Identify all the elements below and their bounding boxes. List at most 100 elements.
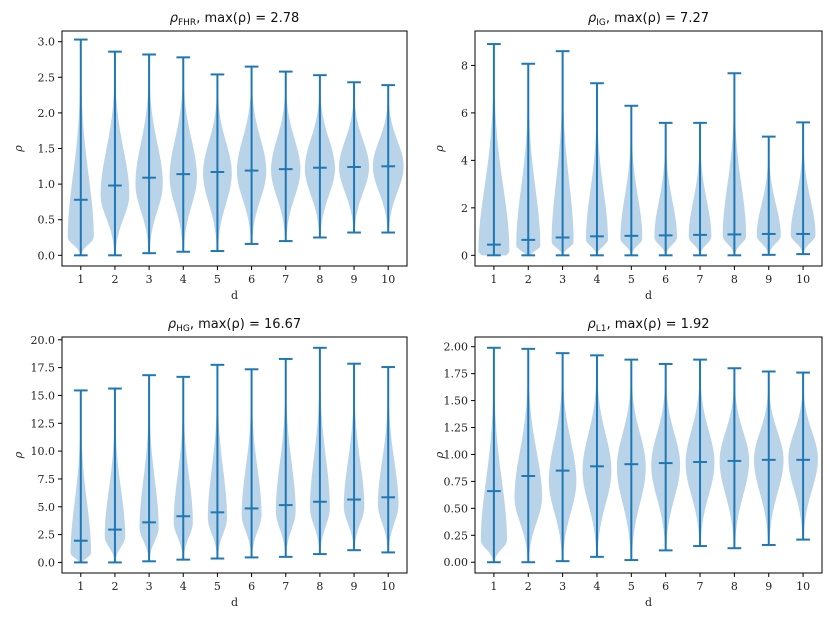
y-tick-label-9: 20.0 (31, 334, 56, 347)
y-tick-label-7: 3.0 (38, 36, 56, 49)
axes-frame (474, 336, 823, 574)
x-tick-label-10: 10 (796, 580, 810, 593)
chart-title: ρIG, max(ρ) = 7.27 (588, 11, 709, 28)
y-tick-label-2: 2.5 (38, 529, 56, 542)
title-subscript: HG (176, 324, 190, 334)
title-rest: , max(ρ) = 7.27 (606, 11, 709, 26)
title-subscript: L1 (596, 324, 607, 334)
y-tick-label-5: 10.0 (31, 445, 56, 458)
y-axis-label: ρ (12, 451, 25, 459)
x-tick-label-7: 7 (697, 580, 704, 593)
x-tick-label-4: 4 (180, 273, 187, 286)
x-tick-label-7: 7 (282, 580, 289, 593)
y-tick-label-8: 1.75 (444, 368, 469, 381)
x-tick-label-1: 1 (490, 580, 497, 593)
x-tick-label-3: 3 (146, 580, 153, 593)
y-tick-label-1: 0.0 (38, 249, 56, 262)
title-symbol: ρ (587, 317, 596, 332)
y-tick-label-4: 0.75 (444, 475, 469, 488)
y-axis-label: ρ (433, 145, 446, 153)
y-tick-label-8: 17.5 (31, 362, 56, 375)
x-tick-label-1: 1 (490, 273, 497, 286)
y-tick-label-9: 2.00 (444, 341, 469, 354)
y-tick-label-4: 7.5 (38, 473, 56, 486)
x-tick-label-3: 3 (559, 273, 566, 286)
x-tick-label-8: 8 (316, 273, 323, 286)
y-axis-label: ρ (433, 451, 446, 459)
x-tick-label-6: 6 (662, 580, 669, 593)
y-tick-label-4: 6 (461, 107, 468, 120)
x-tick-label-9: 9 (765, 580, 772, 593)
axes-frame (61, 336, 408, 574)
chart-panel-1: ρFHR, max(ρ) = 2.781 2 3 4 5 6 7 8 9 100.00.51.01… (12, 11, 408, 302)
x-tick-label-8: 8 (731, 580, 738, 593)
x-tick-label-6: 6 (662, 273, 669, 286)
x-tick-label-5: 5 (214, 273, 221, 286)
title-rest: , max(ρ) = 16.67 (190, 317, 301, 332)
y-tick-label-6: 12.5 (31, 417, 56, 430)
x-tick-label-3: 3 (146, 273, 153, 286)
y-tick-label-3: 4 (461, 154, 468, 167)
x-tick-label-4: 4 (593, 273, 600, 286)
y-tick-label-1: 0.0 (38, 556, 56, 569)
y-tick-label-7: 15.0 (31, 389, 56, 402)
y-tick-label-2: 2 (461, 202, 468, 215)
title-subscript: IG (596, 18, 606, 28)
title-subscript: FHR (178, 18, 196, 28)
title-symbol: ρ (170, 11, 179, 26)
x-tick-label-9: 9 (765, 273, 772, 286)
x-tick-label-3: 3 (559, 580, 566, 593)
y-tick-label-5: 8 (461, 59, 468, 72)
x-tick-label-5: 5 (628, 273, 635, 286)
title-rest: , max(ρ) = 1.92 (606, 317, 709, 332)
x-tick-label-10: 10 (381, 273, 395, 286)
y-tick-label-7: 1.50 (444, 395, 469, 408)
x-tick-label-2: 2 (525, 273, 532, 286)
y-tick-label-1: 0.00 (444, 556, 469, 569)
y-tick-label-2: 0.25 (444, 529, 469, 542)
x-axis-label: d (645, 289, 652, 302)
y-axis-label: ρ (12, 145, 25, 153)
y-tick-label-3: 5.0 (38, 501, 56, 514)
x-tick-label-8: 8 (316, 580, 323, 593)
x-tick-label-10: 10 (381, 580, 395, 593)
title-symbol: ρ (588, 11, 597, 26)
chart-panel-4: ρL1, max(ρ) = 1.921 2 3 4 5 6 7 8 9 100.000.250.5… (433, 317, 823, 609)
x-tick-label-8: 8 (731, 273, 738, 286)
x-axis-label: d (231, 596, 238, 609)
x-tick-label-2: 2 (525, 580, 532, 593)
x-tick-label-10: 10 (796, 273, 810, 286)
x-tick-label-1: 1 (77, 580, 84, 593)
y-tick-label-1: 0 (461, 249, 468, 262)
chart-title: ρL1, max(ρ) = 1.92 (587, 317, 709, 334)
x-tick-label-4: 4 (180, 580, 187, 593)
x-axis-label: d (645, 596, 652, 609)
x-tick-label-2: 2 (111, 580, 118, 593)
y-tick-label-5: 1.00 (444, 448, 469, 461)
title-rest: , max(ρ) = 2.78 (196, 11, 299, 26)
x-tick-label-5: 5 (214, 580, 221, 593)
x-tick-label-1: 1 (77, 273, 84, 286)
x-tick-label-5: 5 (628, 580, 635, 593)
chart-title: ρHG, max(ρ) = 16.67 (168, 317, 301, 334)
x-tick-label-6: 6 (248, 580, 255, 593)
axes-frame (474, 30, 823, 267)
x-axis-label: d (231, 289, 238, 302)
x-tick-label-6: 6 (248, 273, 255, 286)
x-tick-label-7: 7 (697, 273, 704, 286)
y-tick-label-2: 0.5 (38, 214, 56, 227)
chart-panel-3: ρHG, max(ρ) = 16.671 2 3 4 5 6 7 8 9 100.02.55.07… (12, 317, 408, 609)
x-tick-label-4: 4 (593, 580, 600, 593)
x-tick-label-9: 9 (351, 580, 358, 593)
y-tick-label-6: 1.25 (444, 422, 469, 435)
chart-title: ρFHR, max(ρ) = 2.78 (170, 11, 300, 28)
y-tick-label-3: 0.50 (444, 502, 469, 515)
x-tick-label-7: 7 (282, 273, 289, 286)
y-tick-label-4: 1.5 (38, 143, 56, 156)
x-tick-label-2: 2 (111, 273, 118, 286)
y-tick-label-5: 2.0 (38, 107, 56, 120)
y-tick-label-3: 1.0 (38, 178, 56, 191)
title-symbol: ρ (168, 317, 177, 332)
